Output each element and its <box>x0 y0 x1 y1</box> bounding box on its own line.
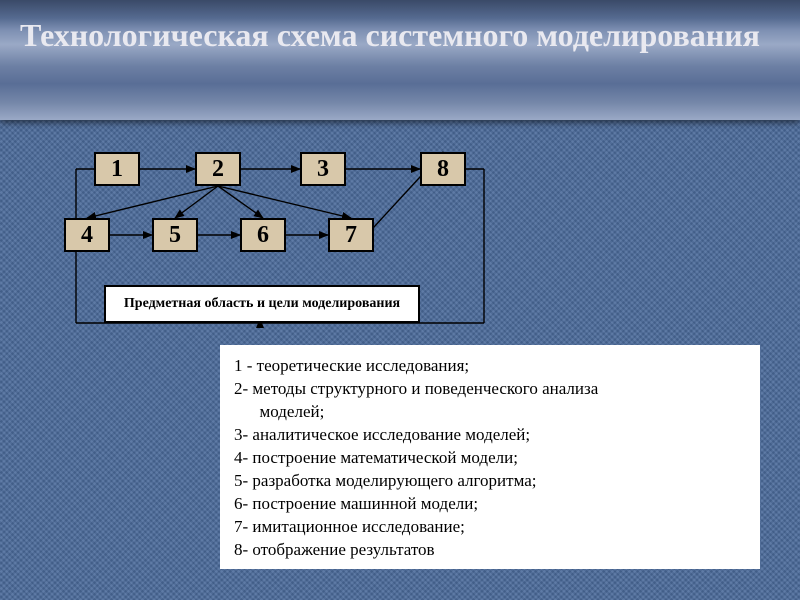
node-6: 6 <box>240 218 286 252</box>
node-8: 8 <box>420 152 466 186</box>
legend-line: 2- методы структурного и поведенческого … <box>234 378 746 401</box>
node-4: 4 <box>64 218 110 252</box>
legend-panel: 1 - теоретические исследования;2- методы… <box>220 345 760 569</box>
legend-line: 3- аналитическое исследование моделей; <box>234 424 746 447</box>
legend-line: 4- построение математической модели; <box>234 447 746 470</box>
caption-box: Предметная область и цели моделирования <box>104 285 420 323</box>
node-7: 7 <box>328 218 374 252</box>
legend-line: 6- построение машинной модели; <box>234 493 746 516</box>
legend-line: 7- имитационное исследование; <box>234 516 746 539</box>
legend-line: 5- разработка моделирующего алгоритма; <box>234 470 746 493</box>
node-5: 5 <box>152 218 198 252</box>
node-2: 2 <box>195 152 241 186</box>
node-3: 3 <box>300 152 346 186</box>
legend-line: 8- отображение результатов <box>234 539 746 562</box>
legend-line: моделей; <box>234 401 746 424</box>
node-1: 1 <box>94 152 140 186</box>
legend-line: 1 - теоретические исследования; <box>234 355 746 378</box>
